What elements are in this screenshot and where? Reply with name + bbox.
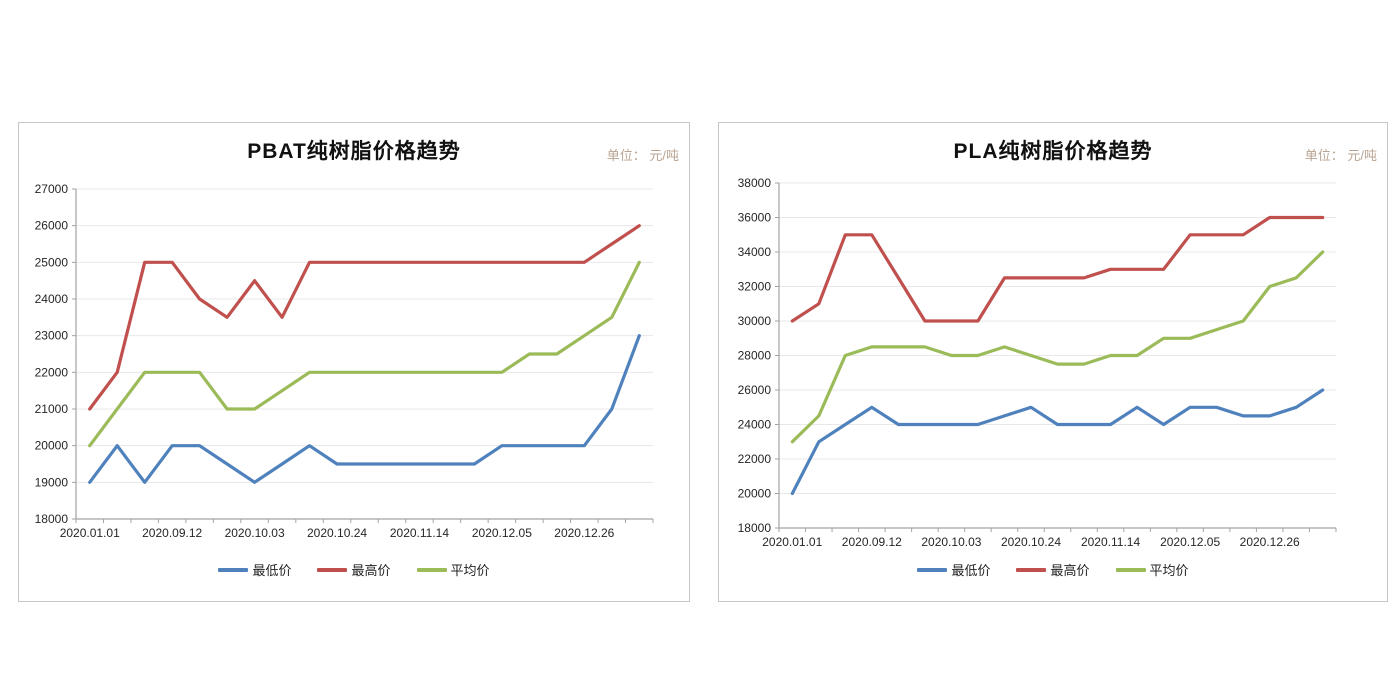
- svg-text:26000: 26000: [738, 383, 772, 397]
- svg-text:28000: 28000: [738, 349, 772, 363]
- svg-text:32000: 32000: [738, 280, 772, 294]
- legend-item-avg: 平均价: [1115, 560, 1189, 579]
- pla-chart-panel: PLA纯树脂价格趋势 单位： 元/吨 18000 20000 22000 24000 2…: [718, 122, 1388, 602]
- svg-text:38000: 38000: [738, 176, 772, 190]
- pla-plot-area: 18000 20000 22000 24000 26000 28000 30000 32000…: [738, 176, 1337, 549]
- svg-text:19000: 19000: [35, 475, 69, 489]
- min-line-swatch: [917, 567, 948, 572]
- svg-text:25000: 25000: [35, 255, 69, 269]
- svg-text:18000: 18000: [35, 512, 69, 526]
- svg-text:2020.11.14: 2020.11.14: [390, 526, 449, 540]
- svg-text:2020.09.12: 2020.09.12: [842, 535, 902, 549]
- legend-item-min: 最低价: [218, 560, 291, 579]
- pbat-unit-label: 单位： 元/吨: [606, 148, 679, 163]
- svg-text:22000: 22000: [35, 365, 69, 379]
- svg-text:27000: 27000: [35, 182, 69, 196]
- legend-label-avg: 平均价: [450, 563, 490, 578]
- legend-item-max: 最高价: [317, 560, 391, 579]
- svg-text:2020.12.05: 2020.12.05: [472, 526, 532, 540]
- avg-line-swatch: [1115, 567, 1146, 572]
- pla-legend: 最低价 最高价 平均价: [719, 560, 1387, 579]
- legend-label-max: 最高价: [1050, 563, 1090, 578]
- svg-text:36000: 36000: [738, 211, 772, 225]
- pbat-legend: 最低价 最高价 平均价: [19, 560, 689, 579]
- legend-item-avg: 平均价: [416, 560, 490, 579]
- svg-text:30000: 30000: [738, 314, 772, 328]
- svg-text:24000: 24000: [35, 292, 69, 306]
- legend-item-max: 最高价: [1016, 560, 1090, 579]
- svg-text:2020.10.24: 2020.10.24: [307, 526, 367, 540]
- svg-text:2020.12.26: 2020.12.26: [554, 526, 614, 540]
- svg-text:20000: 20000: [35, 439, 69, 453]
- pla-unit-label: 单位： 元/吨: [1304, 148, 1377, 163]
- pbat-plot-area: 18000 19000 20000 21000 22000 23000 24000 25000…: [35, 182, 654, 540]
- svg-text:2020.10.24: 2020.10.24: [1001, 535, 1061, 549]
- legend-label-max: 最高价: [351, 563, 391, 578]
- legend-item-min: 最低价: [917, 560, 990, 579]
- avg-line-swatch: [416, 567, 447, 572]
- max-line-swatch: [317, 567, 348, 572]
- svg-text:21000: 21000: [35, 402, 69, 416]
- pla-chart-title: PLA纯树脂价格趋势: [953, 140, 1153, 163]
- svg-text:20000: 20000: [738, 487, 772, 501]
- svg-text:22000: 22000: [738, 452, 772, 466]
- svg-text:23000: 23000: [35, 329, 69, 343]
- svg-text:2020.10.03: 2020.10.03: [921, 535, 981, 549]
- svg-text:2020.09.12: 2020.09.12: [142, 526, 202, 540]
- svg-text:2020.01.01: 2020.01.01: [60, 526, 120, 540]
- svg-text:34000: 34000: [738, 245, 772, 259]
- pbat-chart-panel: PBAT纯树脂价格趋势 单位： 元/吨 18000 19000 20000 21000…: [18, 122, 690, 602]
- svg-text:24000: 24000: [738, 418, 772, 432]
- min-line-swatch: [218, 567, 249, 572]
- svg-text:2020.12.26: 2020.12.26: [1240, 535, 1300, 549]
- legend-label-avg: 平均价: [1149, 563, 1189, 578]
- svg-text:2020.11.14: 2020.11.14: [1081, 535, 1140, 549]
- pbat-chart-title: PBAT纯树脂价格趋势: [247, 140, 461, 163]
- svg-text:2020.10.03: 2020.10.03: [225, 526, 285, 540]
- svg-text:2020.12.05: 2020.12.05: [1160, 535, 1220, 549]
- max-line-swatch: [1016, 567, 1047, 572]
- svg-text:18000: 18000: [738, 521, 772, 535]
- svg-text:26000: 26000: [35, 219, 69, 233]
- svg-text:2020.01.01: 2020.01.01: [762, 535, 822, 549]
- legend-label-min: 最低价: [951, 563, 991, 578]
- legend-label-min: 最低价: [252, 563, 292, 578]
